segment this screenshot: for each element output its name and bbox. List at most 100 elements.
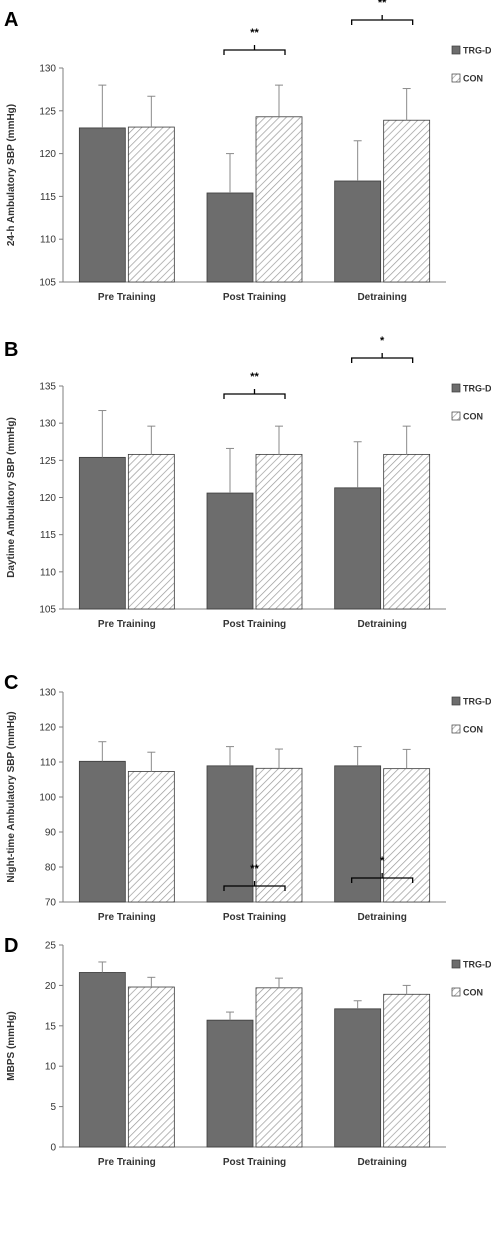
panel-letter: D: [4, 935, 18, 957]
legend-swatch-trg-dt: [451, 383, 461, 393]
significance-bracket: [351, 873, 414, 883]
legend-swatch-con: [451, 411, 461, 421]
y-tick-label: 115: [40, 192, 56, 203]
y-tick-label: 15: [45, 1021, 57, 1032]
bar-con-detraining: [383, 453, 431, 610]
bar-con-post-training: [255, 116, 303, 283]
legend-swatch-trg-dt: [451, 959, 461, 969]
y-axis-label: MBPS (mmHg): [6, 1011, 17, 1080]
legend-label-trg-dt: TRG-DT: [463, 46, 491, 56]
y-tick-label: 120: [39, 149, 56, 160]
bar-trg-dt-detraining: [334, 180, 382, 283]
bar-con-pre-training: [127, 126, 175, 283]
category-label-pre-training: Pre Training: [98, 1157, 156, 1168]
bar-trg-dt-pre-training: [78, 760, 126, 903]
bar-trg-dt-post-training: [206, 492, 254, 610]
legend-swatch-trg-dt: [451, 696, 461, 706]
category-label-detraining: Detraining: [357, 292, 406, 303]
bar-con-detraining: [383, 993, 431, 1148]
category-label-pre-training: Pre Training: [98, 619, 156, 630]
chart-panel-d: D 0 5 10 15 20 25 MBPS (mmHg) Pre Training Post T…: [4, 855, 491, 1168]
bar-con-pre-training: [127, 986, 175, 1148]
significance-label: **: [250, 371, 259, 383]
panel-letter: C: [4, 672, 18, 694]
category-label-pre-training: Pre Training: [98, 912, 156, 923]
significance-label: *: [380, 335, 385, 347]
bar-con-pre-training: [127, 453, 175, 610]
bar-trg-dt-pre-training: [78, 127, 126, 283]
category-label-post-training: Post Training: [223, 1157, 286, 1168]
y-tick-label: 100: [39, 793, 56, 804]
legend-label-trg-dt: TRG-DT: [463, 697, 491, 707]
significance-label: **: [250, 27, 259, 39]
y-tick-label: 120: [39, 493, 56, 504]
y-tick-label: 115: [40, 530, 56, 541]
y-tick-label: 125: [39, 106, 56, 117]
significance-bracket: [351, 15, 414, 25]
legend-label-trg-dt: TRG-DT: [463, 384, 491, 394]
bar-trg-dt-post-training: [206, 192, 254, 283]
category-label-detraining: Detraining: [357, 912, 406, 923]
bar-con-detraining: [383, 119, 431, 283]
legend-swatch-con: [451, 987, 461, 997]
y-tick-label: 110: [40, 235, 56, 246]
significance-bracket: [223, 881, 286, 891]
bar-con-detraining: [383, 768, 431, 903]
significance-bracket: [351, 353, 414, 363]
legend-swatch-con: [451, 724, 461, 734]
category-label-post-training: Post Training: [223, 912, 286, 923]
significance-bracket: [223, 45, 286, 55]
category-label-pre-training: Pre Training: [98, 292, 156, 303]
y-tick-label: 5: [50, 1102, 56, 1113]
chart-panel-c: C 70 80 90 100 110 120 130 Night-time Ambulatory…: [4, 672, 491, 923]
legend-label-trg-dt: TRG-DT: [463, 960, 491, 970]
significance-label: *: [380, 855, 385, 867]
category-label-detraining: Detraining: [357, 619, 406, 630]
legend-swatch-con: [451, 73, 461, 83]
bar-trg-dt-post-training: [206, 765, 254, 903]
category-label-detraining: Detraining: [357, 1157, 406, 1168]
y-tick-label: 20: [45, 981, 57, 992]
y-tick-label: 80: [45, 863, 57, 874]
bar-con-post-training: [255, 453, 303, 610]
significance-label: **: [378, 0, 387, 9]
y-tick-label: 125: [39, 456, 56, 467]
category-label-post-training: Post Training: [223, 292, 286, 303]
y-tick-label: 120: [39, 723, 56, 734]
category-label-post-training: Post Training: [223, 619, 286, 630]
bar-trg-dt-detraining: [334, 765, 382, 903]
y-tick-label: 135: [39, 382, 56, 393]
legend-label-con: CON: [463, 412, 483, 422]
y-tick-label: 130: [39, 688, 56, 699]
bar-trg-dt-detraining: [334, 487, 382, 610]
y-tick-label: 10: [45, 1062, 57, 1073]
y-tick-label: 25: [45, 941, 57, 952]
y-tick-label: 130: [39, 419, 56, 430]
y-tick-label: 0: [50, 1143, 56, 1154]
y-axis-label: 24-h Ambulatory SBP (mmHg): [6, 104, 17, 246]
bar-trg-dt-post-training: [206, 1019, 254, 1148]
y-axis-label: Night-time Ambulatory SBP (mmHg): [6, 711, 17, 882]
legend-label-con: CON: [463, 725, 483, 735]
y-tick-label: 105: [39, 278, 56, 289]
y-tick-label: 130: [39, 64, 56, 75]
legend-label-con: CON: [463, 988, 483, 998]
y-tick-label: 110: [40, 758, 56, 769]
panel-letter: B: [4, 339, 18, 361]
y-tick-label: 110: [40, 567, 56, 578]
y-tick-label: 70: [45, 898, 57, 909]
bar-trg-dt-pre-training: [78, 456, 126, 610]
y-tick-label: 90: [45, 828, 57, 839]
y-tick-label: 105: [39, 605, 56, 616]
significance-label: **: [250, 863, 259, 875]
chart-panel-a: A 105 110 115 120 125 130 24-h Ambulatory SBP (…: [4, 0, 491, 303]
y-axis-label: Daytime Ambulatory SBP (mmHg): [6, 417, 17, 578]
bar-con-post-training: [255, 987, 303, 1148]
bar-con-pre-training: [127, 771, 175, 903]
bar-trg-dt-detraining: [334, 1008, 382, 1148]
legend-label-con: CON: [463, 74, 483, 84]
bar-trg-dt-pre-training: [78, 972, 126, 1148]
significance-bracket: [223, 389, 286, 399]
chart-panel-b: B 105 110 115 120 125 130 135 Daytime Ambulatory…: [4, 335, 491, 630]
